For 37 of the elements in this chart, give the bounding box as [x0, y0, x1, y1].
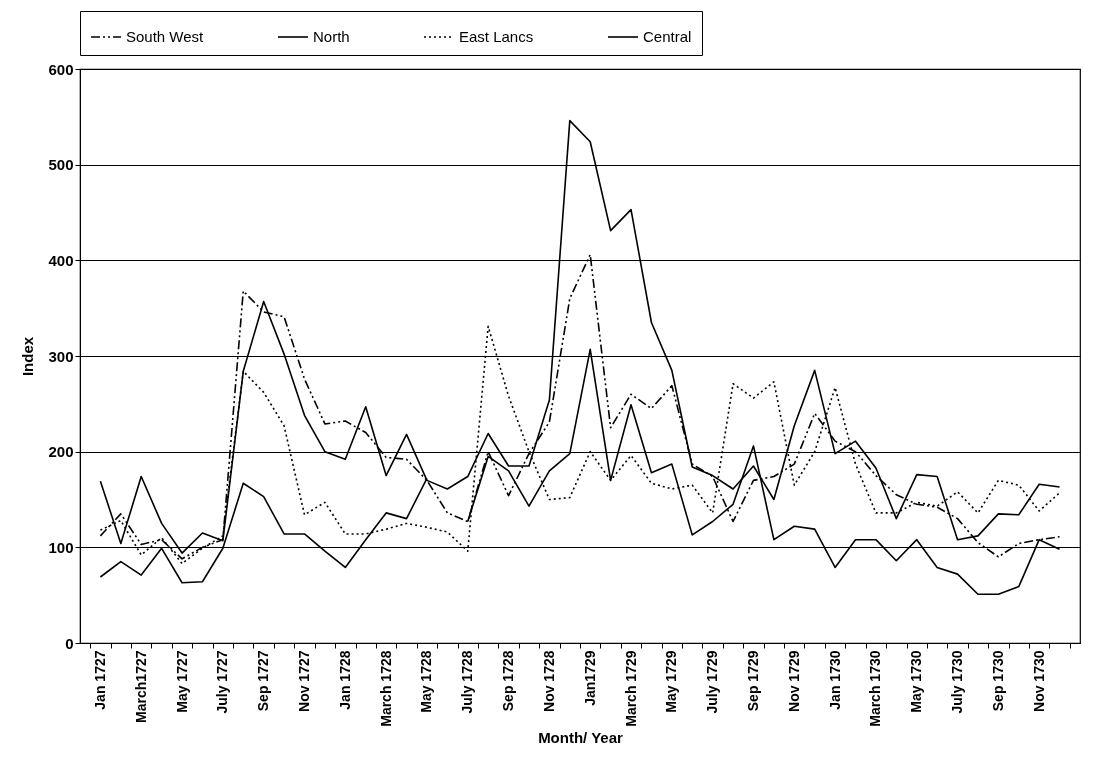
x-tick-label: Jan 1727: [91, 650, 108, 710]
x-tick-label: Jan1729: [581, 650, 598, 706]
x-tick-label: Sep 1727: [255, 650, 272, 712]
x-tick-label: March 1730: [867, 650, 884, 727]
x-tick-label: Nov 1727: [295, 650, 312, 712]
x-tick-label: May 1727: [173, 650, 190, 713]
x-tick-label: Nov 1728: [540, 650, 557, 712]
x-tick-label: July 1729: [704, 650, 721, 714]
x-tick-label: Nov 1729: [785, 650, 802, 712]
x-tick-label: May 1730: [908, 650, 925, 713]
y-tick-label: 400: [48, 251, 74, 269]
legend-label: Central: [643, 28, 692, 45]
x-tick-label: July 1727: [214, 650, 231, 714]
x-tick-label: May 1728: [418, 650, 435, 713]
y-tick-label: 100: [48, 538, 74, 556]
y-tick-label: 0: [65, 634, 74, 652]
x-tick-label: March 1729: [622, 650, 639, 727]
x-axis-title: Month/ Year: [538, 728, 624, 746]
y-tick-label: 300: [48, 347, 74, 365]
x-tick-label: Nov 1730: [1030, 650, 1047, 712]
x-tick-label: March1727: [132, 650, 149, 723]
legend-label: South West: [126, 28, 205, 45]
y-tick-label: 500: [48, 156, 74, 174]
legend-label: East Lancs: [459, 28, 534, 45]
x-tick-label: Jan 1728: [336, 650, 353, 710]
y-axis-title: Index: [19, 336, 37, 377]
x-tick-label: July 1730: [949, 650, 966, 714]
x-tick-label: July 1728: [459, 650, 476, 714]
y-tick-label: 200: [48, 443, 74, 461]
y-tick-label: 600: [48, 60, 74, 78]
x-tick-label: March 1728: [377, 650, 394, 727]
x-tick-label: May 1729: [663, 650, 680, 713]
x-tick-label: Sep 1729: [744, 650, 761, 712]
x-tick-label: Sep 1728: [500, 650, 517, 712]
x-tick-label: Sep 1730: [989, 650, 1006, 712]
legend-label: North: [313, 28, 350, 45]
x-tick-label: Jan 1730: [826, 650, 843, 710]
